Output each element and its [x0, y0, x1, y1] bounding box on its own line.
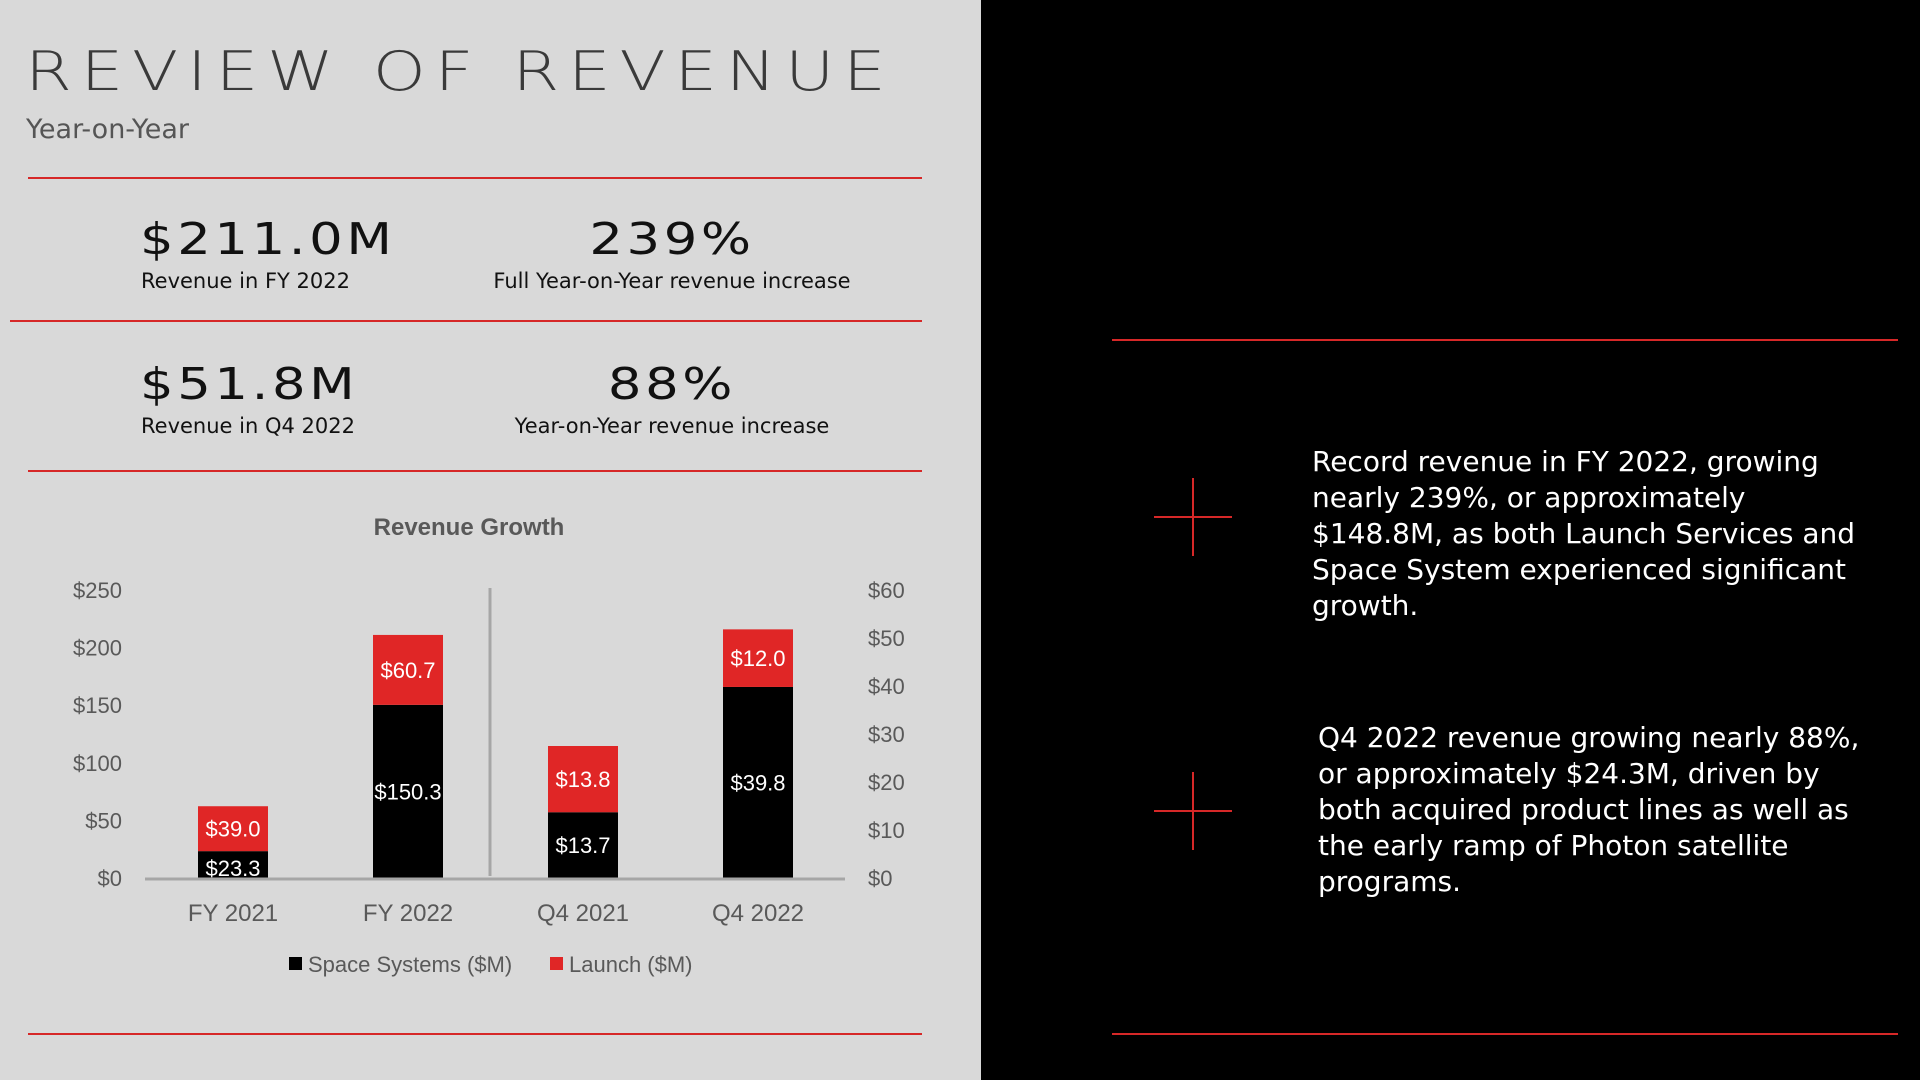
y-right-tick: $40 — [868, 674, 905, 699]
y-left-tick: $250 — [73, 578, 122, 603]
revenue-chart: Revenue Growth $0 $50 $100 $150 $200 $250 $0 $10… — [73, 514, 905, 977]
y-right-tick: $30 — [868, 722, 905, 747]
y-right-tick: $0 — [868, 866, 892, 891]
page-title: REVIEW OF REVENUE — [25, 40, 895, 103]
legend-swatch-launch — [550, 957, 563, 970]
data-label: $12.0 — [730, 646, 785, 671]
divider — [28, 1033, 922, 1035]
y-left-tick: $200 — [73, 636, 122, 661]
kpi-label: Year-on-Year revenue increase — [514, 414, 830, 438]
bar-launch — [198, 806, 268, 852]
divider — [1112, 1033, 1898, 1035]
y-right-tick: $50 — [868, 626, 905, 651]
x-tick: Q4 2021 — [537, 900, 629, 927]
y-right-tick: $60 — [868, 578, 905, 603]
note-text: Q4 2022 revenue growing nearly 88%, or a… — [1318, 721, 1860, 898]
legend-label: Space Systems ($M) — [308, 952, 512, 977]
data-label: $60.7 — [380, 658, 435, 683]
divider — [1112, 339, 1898, 341]
x-tick: FY 2021 — [188, 900, 278, 927]
y-left-tick: $150 — [73, 693, 122, 718]
x-tick: FY 2022 — [363, 900, 453, 927]
kpi-value: $211.0M — [140, 214, 396, 265]
y-right-tick: $20 — [868, 770, 905, 795]
bar-space-systems — [548, 812, 618, 878]
bar-space-systems — [723, 686, 793, 878]
plus-icon — [1154, 772, 1232, 850]
kpi-value: 88% — [607, 359, 737, 410]
kpi-value: 239% — [589, 214, 755, 265]
kpi-value: $51.8M — [140, 359, 359, 410]
data-label: $13.8 — [555, 767, 610, 792]
legend-label: Launch ($M) — [569, 952, 693, 977]
kpi-label: Revenue in Q4 2022 — [141, 414, 355, 438]
bar-launch — [723, 629, 793, 687]
divider — [10, 320, 922, 322]
chart-title: Revenue Growth — [374, 514, 565, 541]
y-left-tick: $50 — [85, 808, 122, 833]
data-label: $13.7 — [555, 833, 610, 858]
data-label: $39.8 — [730, 770, 785, 795]
y-left-tick: $0 — [98, 866, 122, 891]
data-label: $23.3 — [205, 856, 260, 881]
divider — [28, 177, 922, 179]
left-panel: REVIEW OF REVENUE Year-on-Year $211.0M R… — [0, 0, 981, 1080]
kpi-label: Full Year-on-Year revenue increase — [493, 269, 851, 293]
y-left-tick: $100 — [73, 751, 122, 776]
legend-swatch-space-systems — [289, 957, 302, 970]
page-subtitle: Year-on-Year — [26, 114, 190, 145]
x-tick: Q4 2022 — [712, 900, 804, 927]
plus-icon — [1154, 478, 1232, 556]
note-text: Record revenue in FY 2022, growing nearl… — [1312, 445, 1856, 622]
bar-space-systems — [373, 704, 443, 878]
y-right-tick: $10 — [868, 818, 905, 843]
data-label: $150.3 — [374, 779, 441, 804]
bar-launch — [373, 634, 443, 705]
bar-space-systems — [198, 851, 268, 878]
data-label: $39.0 — [205, 817, 260, 842]
bar-launch — [548, 746, 618, 813]
kpi-label: Revenue in FY 2022 — [141, 269, 350, 293]
divider — [28, 470, 922, 472]
